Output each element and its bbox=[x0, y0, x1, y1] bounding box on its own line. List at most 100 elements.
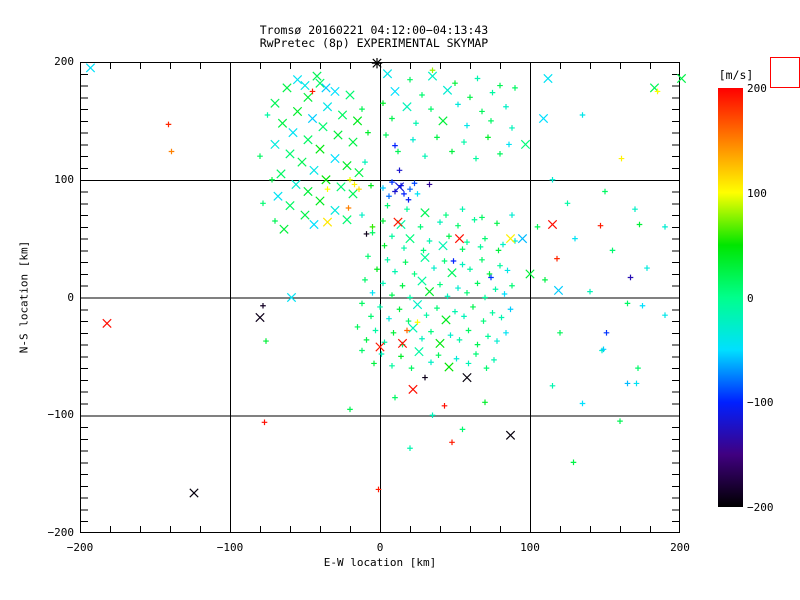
x-tick-label: 0 bbox=[376, 541, 384, 554]
scatter-point bbox=[428, 359, 434, 366]
scatter-point bbox=[405, 318, 412, 324]
scatter-point bbox=[618, 155, 625, 162]
scatter-point bbox=[264, 112, 271, 118]
scatter-point bbox=[509, 125, 515, 131]
scatter-point bbox=[369, 224, 376, 230]
scatter-point bbox=[429, 67, 436, 74]
scatter-point bbox=[407, 294, 413, 301]
scatter-point bbox=[347, 406, 353, 413]
scatter-point bbox=[381, 339, 388, 346]
scatter-point bbox=[365, 129, 371, 136]
scatter-point bbox=[303, 92, 313, 102]
scatter-point bbox=[410, 136, 416, 143]
scatter-point bbox=[402, 259, 409, 265]
scatter-point bbox=[464, 239, 470, 245]
scatter-point bbox=[363, 231, 370, 237]
scatter-point bbox=[359, 212, 365, 218]
scatter-point bbox=[504, 267, 511, 274]
scatter-point bbox=[389, 179, 395, 185]
scatter-point bbox=[509, 282, 515, 289]
scatter-point bbox=[446, 233, 452, 240]
scatter-point bbox=[482, 294, 488, 301]
scatter-point bbox=[420, 208, 430, 218]
scatter-point bbox=[405, 234, 415, 244]
scatter-point bbox=[485, 333, 491, 340]
scatter-point bbox=[300, 80, 310, 91]
scatter-point bbox=[549, 383, 556, 389]
scatter-point bbox=[380, 100, 386, 107]
scatter-point bbox=[542, 277, 548, 283]
plot-title-line1: Tromsø 20160221 04:12:00−04:13:43 bbox=[259, 23, 489, 37]
scatter-point bbox=[260, 200, 266, 207]
scatter-point bbox=[401, 191, 407, 197]
scatter-point bbox=[427, 71, 438, 81]
scatter-point bbox=[309, 88, 316, 95]
scatter-point bbox=[386, 315, 392, 322]
colorbar-units-label: [m/s] bbox=[718, 68, 754, 82]
scatter-point bbox=[398, 353, 404, 360]
y-tick-label: 0 bbox=[67, 290, 74, 304]
scatter-point bbox=[474, 75, 481, 82]
scatter-point bbox=[392, 142, 398, 149]
scatter-point bbox=[450, 258, 457, 264]
scatter-point bbox=[312, 71, 322, 81]
scatter-point bbox=[419, 335, 425, 342]
scatter-point bbox=[363, 337, 370, 343]
scatter-point bbox=[632, 206, 638, 212]
scatter-point bbox=[408, 365, 415, 371]
scatter-point bbox=[597, 222, 604, 229]
scatter-point bbox=[342, 215, 352, 225]
scatter-point bbox=[359, 347, 365, 354]
scatter-point bbox=[579, 400, 586, 407]
scatter-point bbox=[292, 106, 303, 117]
scatter-point bbox=[554, 255, 560, 262]
scatter-point bbox=[486, 271, 493, 277]
scatter-point bbox=[269, 176, 275, 183]
scatter-point bbox=[279, 224, 289, 234]
scatter-point bbox=[389, 233, 395, 240]
scatter-point bbox=[272, 218, 278, 224]
scatter-point bbox=[635, 365, 641, 371]
scatter-point bbox=[318, 122, 328, 132]
scatter-point bbox=[315, 144, 325, 154]
scatter-point bbox=[482, 399, 488, 406]
scatter-point bbox=[383, 132, 389, 138]
scatter-point bbox=[512, 85, 518, 91]
scatter-point bbox=[345, 90, 355, 100]
scatter-point bbox=[285, 201, 295, 211]
scatter-point bbox=[324, 186, 331, 192]
scatter-point bbox=[85, 63, 96, 73]
scatter-point bbox=[498, 314, 505, 321]
scatter-point bbox=[342, 160, 352, 171]
scatter-point bbox=[464, 289, 470, 296]
scatter-point bbox=[303, 186, 313, 197]
scatter-point bbox=[408, 384, 418, 394]
scatter-point bbox=[465, 360, 472, 367]
scatter-point bbox=[464, 122, 470, 129]
skymap-plot-area bbox=[80, 57, 687, 533]
scatter-point bbox=[473, 155, 479, 162]
scatter-point bbox=[474, 341, 481, 348]
scatter-point bbox=[654, 88, 661, 95]
y-tick-label: −100 bbox=[47, 408, 75, 422]
scatter-point bbox=[315, 78, 325, 88]
scatter-point bbox=[273, 191, 283, 201]
scatter-point bbox=[417, 224, 424, 230]
scatter-point bbox=[489, 89, 496, 96]
scatter-point bbox=[437, 219, 443, 225]
scatter-point bbox=[557, 330, 563, 336]
x-tick-label: 200 bbox=[670, 541, 690, 554]
scatter-point bbox=[348, 189, 358, 199]
scatter-point bbox=[380, 280, 386, 287]
scatter-point bbox=[282, 83, 292, 93]
scatter-point bbox=[404, 327, 410, 334]
scatter-point bbox=[441, 403, 448, 409]
scatter-point bbox=[384, 257, 391, 263]
scatter-point bbox=[503, 103, 509, 110]
scatter-point bbox=[507, 306, 514, 313]
scatter-point bbox=[473, 351, 479, 357]
scatter-point bbox=[662, 224, 668, 230]
colorbar-tick-label: −200 bbox=[747, 501, 774, 514]
scatter-point bbox=[459, 206, 466, 212]
scatter-point bbox=[497, 151, 503, 157]
